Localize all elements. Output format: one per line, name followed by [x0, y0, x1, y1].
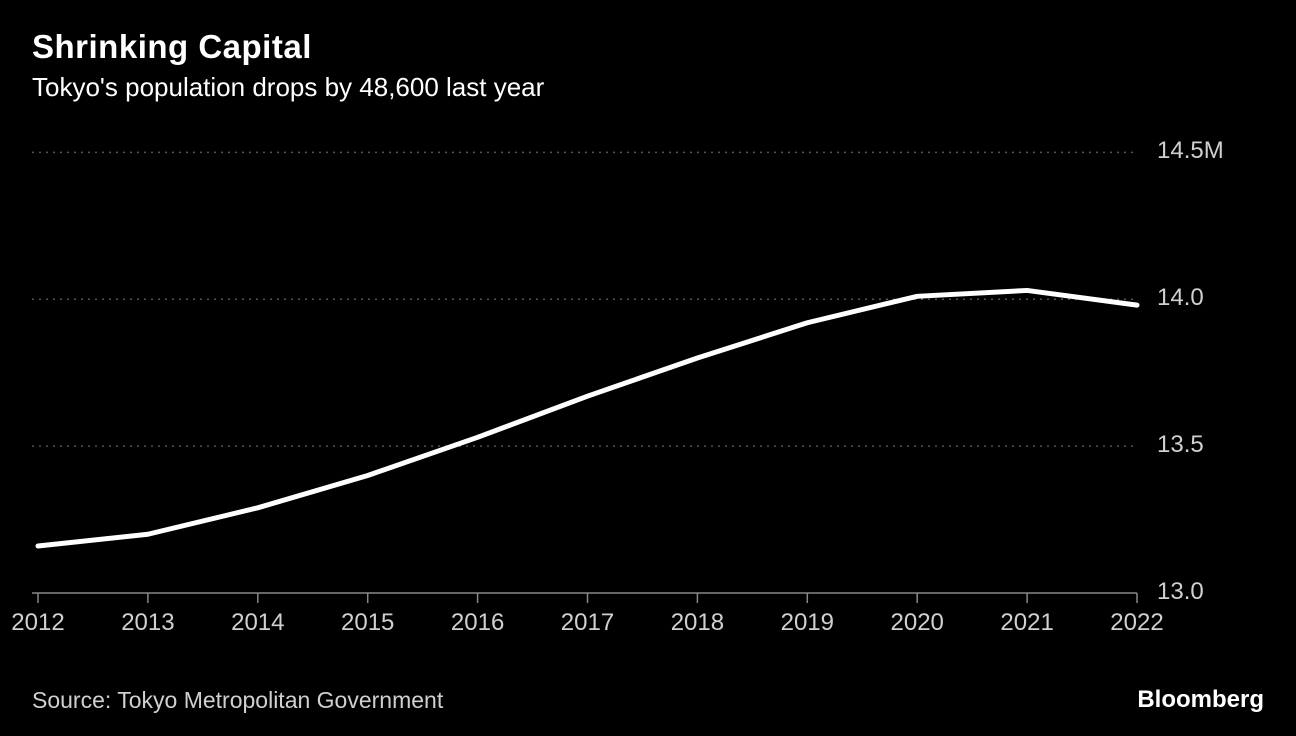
- y-axis-label: 14.5M: [1157, 137, 1224, 165]
- x-axis-label: 2019: [781, 609, 834, 637]
- x-axis-label: 2018: [671, 609, 724, 637]
- x-axis-label: 2022: [1110, 609, 1163, 637]
- data-line: [38, 290, 1137, 546]
- y-axis-label: 13.0: [1157, 578, 1204, 606]
- y-axis-label: 14.0: [1157, 284, 1204, 312]
- x-axis-label: 2014: [231, 609, 284, 637]
- x-axis-label: 2012: [11, 609, 64, 637]
- x-axis-label: 2017: [561, 609, 614, 637]
- chart-title: Shrinking Capital: [32, 28, 1264, 66]
- chart-area: 13.013.514.014.5M 2012201320142015201620…: [32, 123, 1264, 643]
- brand-text: Bloomberg: [1137, 686, 1264, 714]
- x-axis-label: 2013: [121, 609, 174, 637]
- x-axis-label: 2021: [1000, 609, 1053, 637]
- chart-subtitle: Tokyo's population drops by 48,600 last …: [32, 72, 1264, 103]
- x-axis-label: 2015: [341, 609, 394, 637]
- line-chart-svg: [32, 123, 1267, 643]
- y-axis-label: 13.5: [1157, 431, 1204, 459]
- source-text: Source: Tokyo Metropolitan Government: [32, 687, 443, 714]
- x-axis-label: 2016: [451, 609, 504, 637]
- x-axis-label: 2020: [890, 609, 943, 637]
